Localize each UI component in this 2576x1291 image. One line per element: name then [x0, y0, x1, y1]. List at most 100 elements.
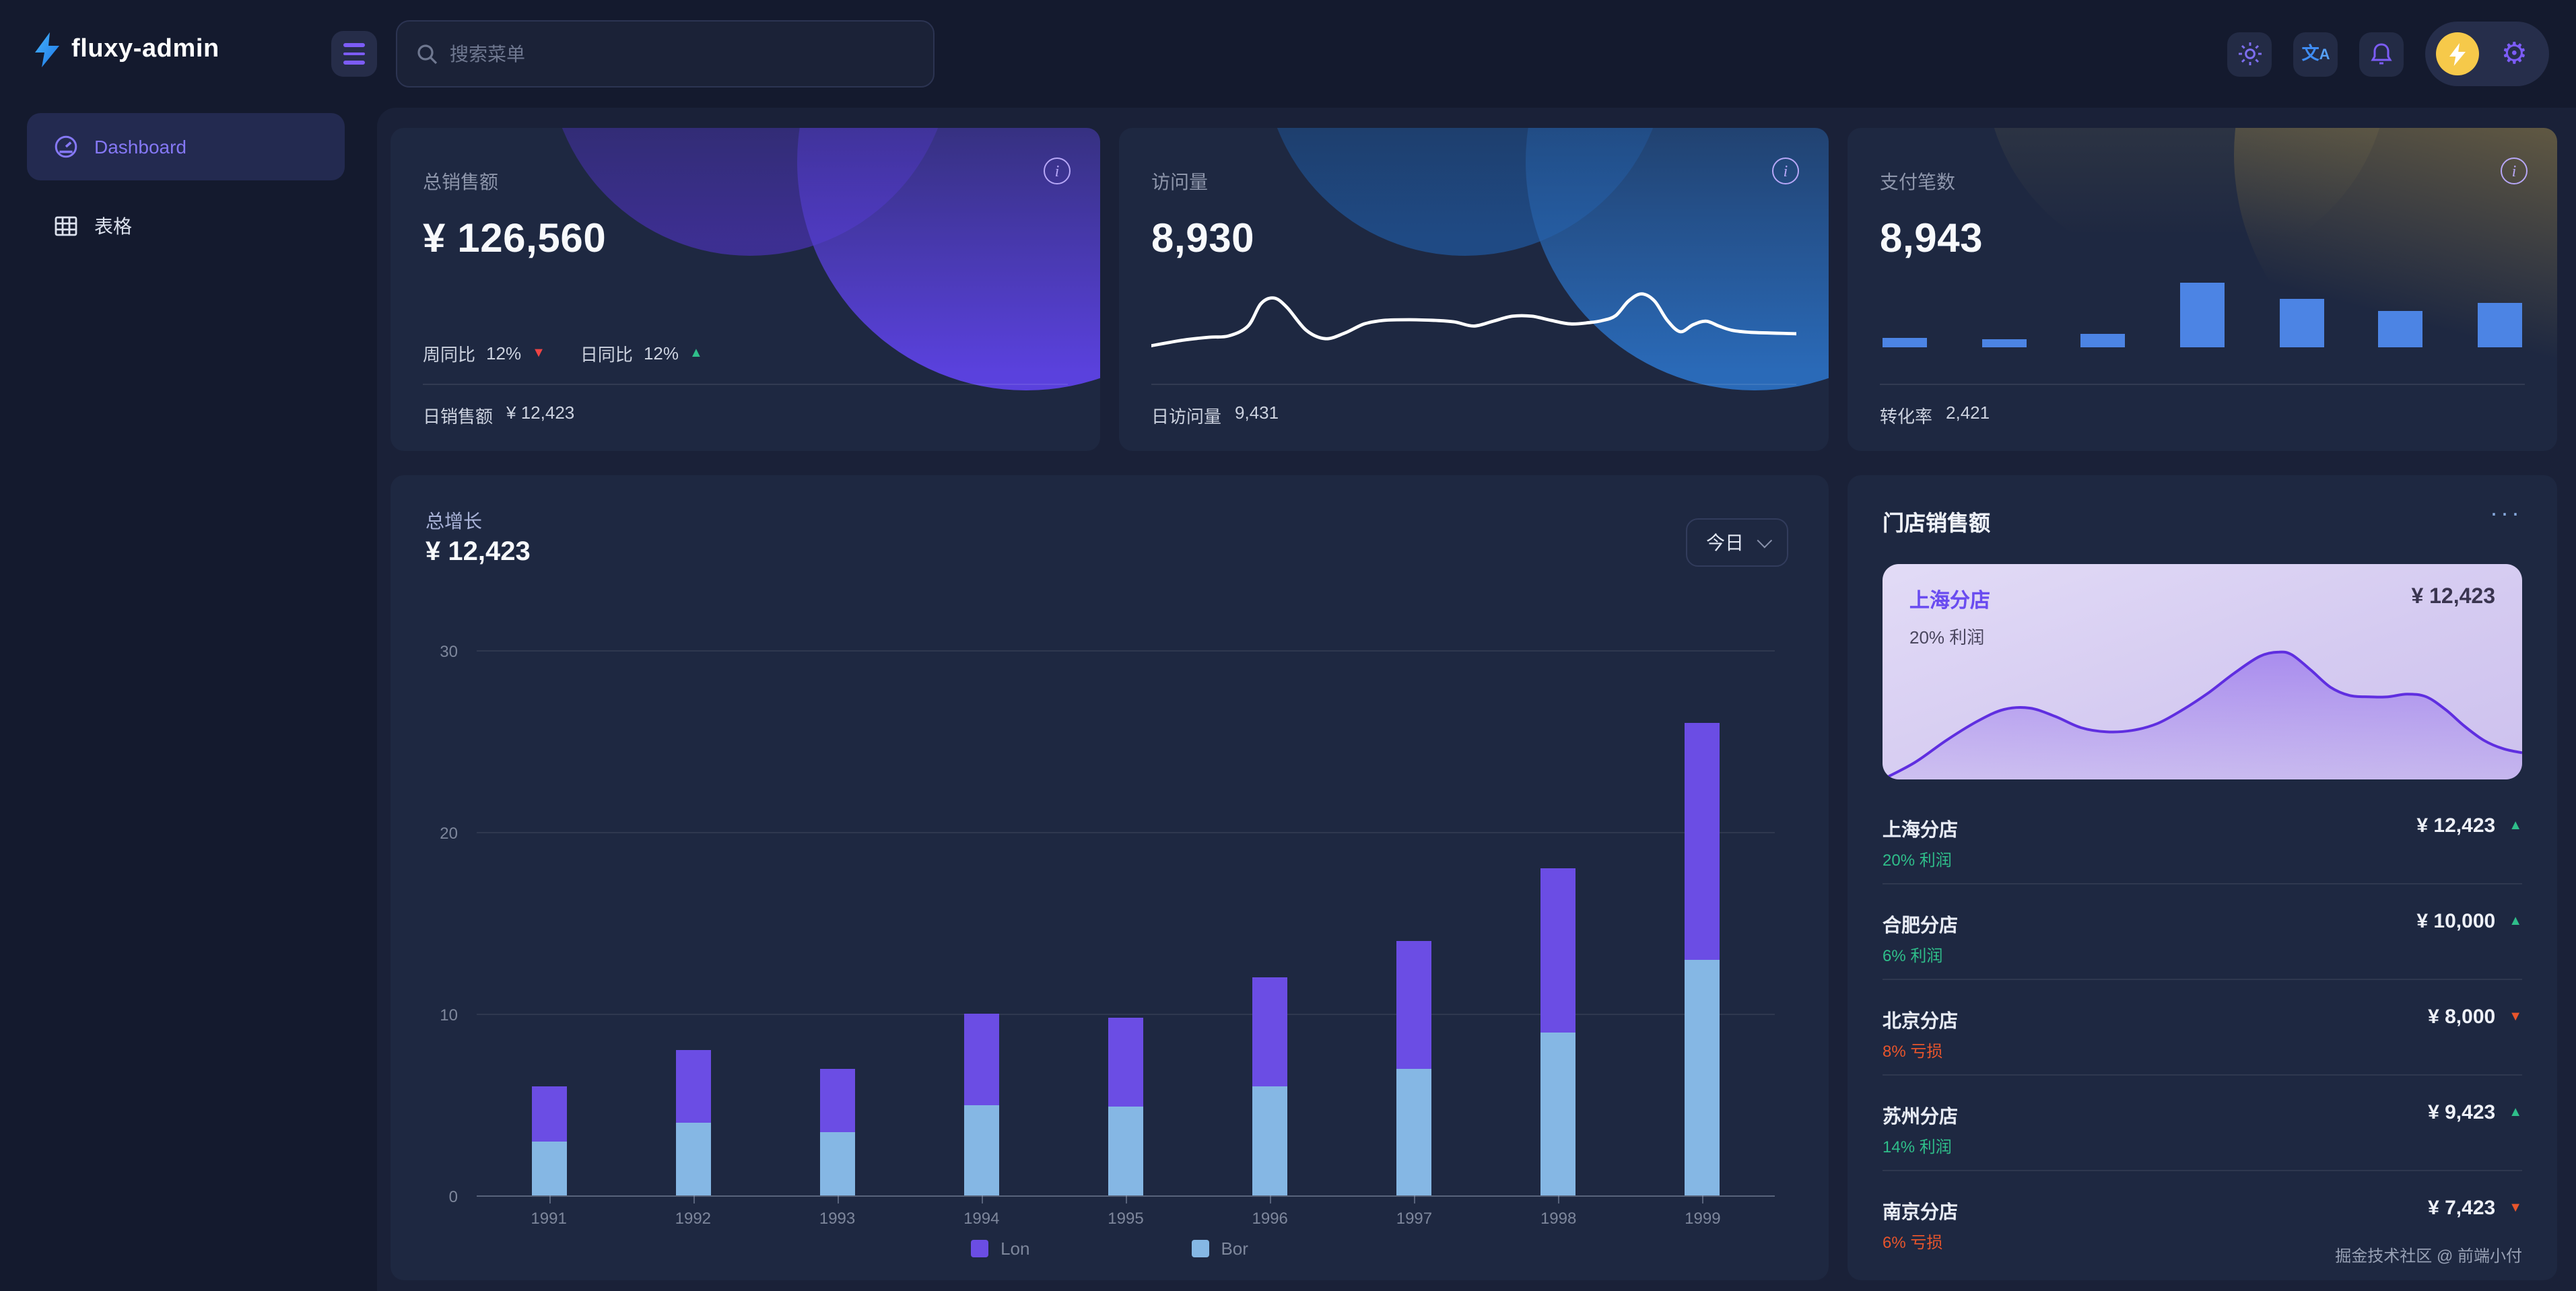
info-icon[interactable]: i	[2501, 158, 2528, 184]
store-loss-label: 8% 亏损	[1883, 1042, 1943, 1061]
store-profit-label: 20% 利润	[1883, 851, 1952, 870]
trend-up-icon: ▲	[2509, 913, 2522, 928]
avatar[interactable]	[2436, 32, 2480, 75]
theme-toggle-button[interactable]	[2227, 32, 2272, 76]
trend-down-icon: ▼	[2509, 1009, 2522, 1024]
main-content: 总销售额 i ¥ 126,560 周同比 12% ▼ 日同比 12% ▲	[377, 108, 2576, 1291]
stat-footer-value: 9,431	[1235, 403, 1279, 423]
trend-up-icon: ▲	[689, 345, 703, 360]
store-row: 苏州分店 14% 利润 ¥ 9,423 ▲	[1883, 1093, 2522, 1189]
menu-toggle-button[interactable]	[331, 31, 377, 77]
credit-text: 掘金技术社区 @ 前端小付	[2335, 1247, 2522, 1265]
legend-swatch	[971, 1240, 989, 1257]
stat-footer-label: 转化率	[1880, 407, 1933, 427]
divider	[1883, 979, 2522, 980]
sun-icon	[2238, 42, 2262, 66]
sidebar-item-table[interactable]: 表格	[27, 193, 345, 260]
store-value: ¥ 7,423	[2428, 1197, 2496, 1220]
featured-store-card: 上海分店 ¥ 12,423 20% 利润	[1883, 564, 2522, 779]
panel-title: 门店销售额	[1883, 513, 1991, 536]
bar-1997: 1997	[1342, 652, 1486, 1228]
main-row: 总增长 ¥ 12,423 今日 0 10 20 30 1991 1992 1993 1994…	[391, 475, 2557, 1280]
divider	[423, 384, 1068, 385]
chevron-down-icon	[1757, 532, 1773, 549]
stats-row: 总销售额 i ¥ 126,560 周同比 12% ▼ 日同比 12% ▲	[391, 128, 2557, 451]
stat-title: 总销售额	[423, 171, 498, 193]
legend-item-bor[interactable]: Bor	[1191, 1238, 1248, 1259]
store-name: 北京分店	[1883, 1010, 1958, 1031]
header: fluxy-admin	[0, 0, 2576, 108]
legend-swatch	[1191, 1240, 1209, 1257]
chart-title: 总增长	[426, 510, 482, 532]
stat-footer-value: ¥ 12,423	[506, 403, 575, 423]
store-profit-label: 6% 利润	[1883, 946, 1943, 965]
trend-up-icon: ▲	[2509, 818, 2522, 833]
table-grid-icon	[54, 214, 78, 238]
store-area-chart	[1883, 650, 2522, 779]
notifications-button[interactable]	[2359, 32, 2404, 76]
store-loss-label: 6% 亏损	[1883, 1233, 1943, 1252]
store-sales-panel: 门店销售额 ··· 上海分店 ¥ 12,423	[1848, 475, 2557, 1280]
stacked-bar-plot: 1991 1992 1993 1994 1995 1996 1997 1998 1999	[477, 650, 1775, 1228]
gear-icon[interactable]: ⚙	[2501, 36, 2528, 70]
translate-icon: 文A	[2301, 43, 2330, 63]
more-icon[interactable]: ···	[2490, 499, 2522, 526]
chart-legend: Lon Bor	[391, 1238, 1829, 1259]
trend-down-icon: ▼	[2509, 1200, 2522, 1215]
info-icon[interactable]: i	[1772, 158, 1799, 184]
sidebar: Dashboard 表格	[0, 108, 377, 1291]
stat-card-payments: 支付笔数 i 8,943 转化率 2,421	[1848, 128, 2557, 451]
trend-label: 周同比	[423, 345, 476, 365]
trend-down-icon: ▼	[532, 345, 545, 360]
stat-value: ¥ 126,560	[423, 217, 607, 261]
featured-store-profit: 20% 利润	[1909, 627, 1985, 648]
store-value: ¥ 9,423	[2428, 1101, 2496, 1124]
legend-label: Bor	[1221, 1238, 1248, 1259]
trend-value: 12%	[643, 343, 679, 363]
stat-title: 访问量	[1151, 171, 1208, 193]
range-select-value: 今日	[1706, 532, 1744, 553]
trend-up-icon: ▲	[2509, 1105, 2522, 1119]
brand-name: fluxy-admin	[71, 35, 219, 63]
sidebar-item-dashboard[interactable]: Dashboard	[27, 113, 345, 180]
info-icon[interactable]: i	[1044, 158, 1071, 184]
brand-logo: fluxy-admin	[32, 32, 219, 67]
store-name: 南京分店	[1883, 1201, 1958, 1222]
search-input[interactable]	[450, 43, 914, 65]
search-icon	[416, 43, 438, 65]
divider	[1151, 384, 1796, 385]
header-actions: 文A ⚙	[2227, 0, 2549, 108]
language-switch-button[interactable]: 文A	[2293, 32, 2338, 76]
store-row: 南京分店 6% 亏损 ¥ 7,423 ▼	[1883, 1189, 2522, 1280]
stat-value: 8,930	[1151, 217, 1255, 261]
store-value: ¥ 8,000	[2428, 1006, 2496, 1028]
trend-row: 周同比 12% ▼ 日同比 12% ▲	[423, 341, 703, 366]
store-profit-label: 14% 利润	[1883, 1138, 1952, 1156]
stat-card-visits: 访问量 i 8,930 日访问量 9,431	[1119, 128, 1829, 451]
search-bar[interactable]	[396, 20, 935, 88]
stat-footer: 日访问量 9,431	[1151, 403, 1279, 428]
bar-1995: 1995	[1054, 652, 1198, 1228]
store-name: 合肥分店	[1883, 914, 1958, 936]
user-menu[interactable]: ⚙	[2425, 22, 2549, 86]
store-name: 苏州分店	[1883, 1105, 1958, 1127]
store-row: 北京分店 8% 亏损 ¥ 8,000 ▼	[1883, 998, 2522, 1093]
date-range-select[interactable]: 今日	[1686, 518, 1788, 567]
store-row: 上海分店 20% 利润 ¥ 12,423 ▲	[1883, 806, 2522, 902]
sidebar-item-label: Dashboard	[94, 136, 187, 158]
stat-title: 支付笔数	[1880, 171, 1955, 193]
stat-footer: 日销售额 ¥ 12,423	[423, 403, 574, 428]
dashboard-gauge-icon	[54, 135, 78, 159]
legend-item-lon[interactable]: Lon	[971, 1238, 1029, 1259]
trend-label: 日同比	[580, 345, 633, 365]
bar-1992: 1992	[621, 652, 765, 1228]
trend-value: 12%	[486, 343, 522, 363]
y-axis-labels: 0 10 20 30	[440, 642, 458, 1206]
stat-footer: 转化率 2,421	[1880, 403, 1990, 428]
stat-footer-value: 2,421	[1946, 403, 1990, 423]
divider	[1880, 384, 2525, 385]
bar-1994: 1994	[910, 652, 1054, 1228]
store-name: 上海分店	[1883, 818, 1958, 840]
store-value: ¥ 10,000	[2416, 910, 2496, 933]
